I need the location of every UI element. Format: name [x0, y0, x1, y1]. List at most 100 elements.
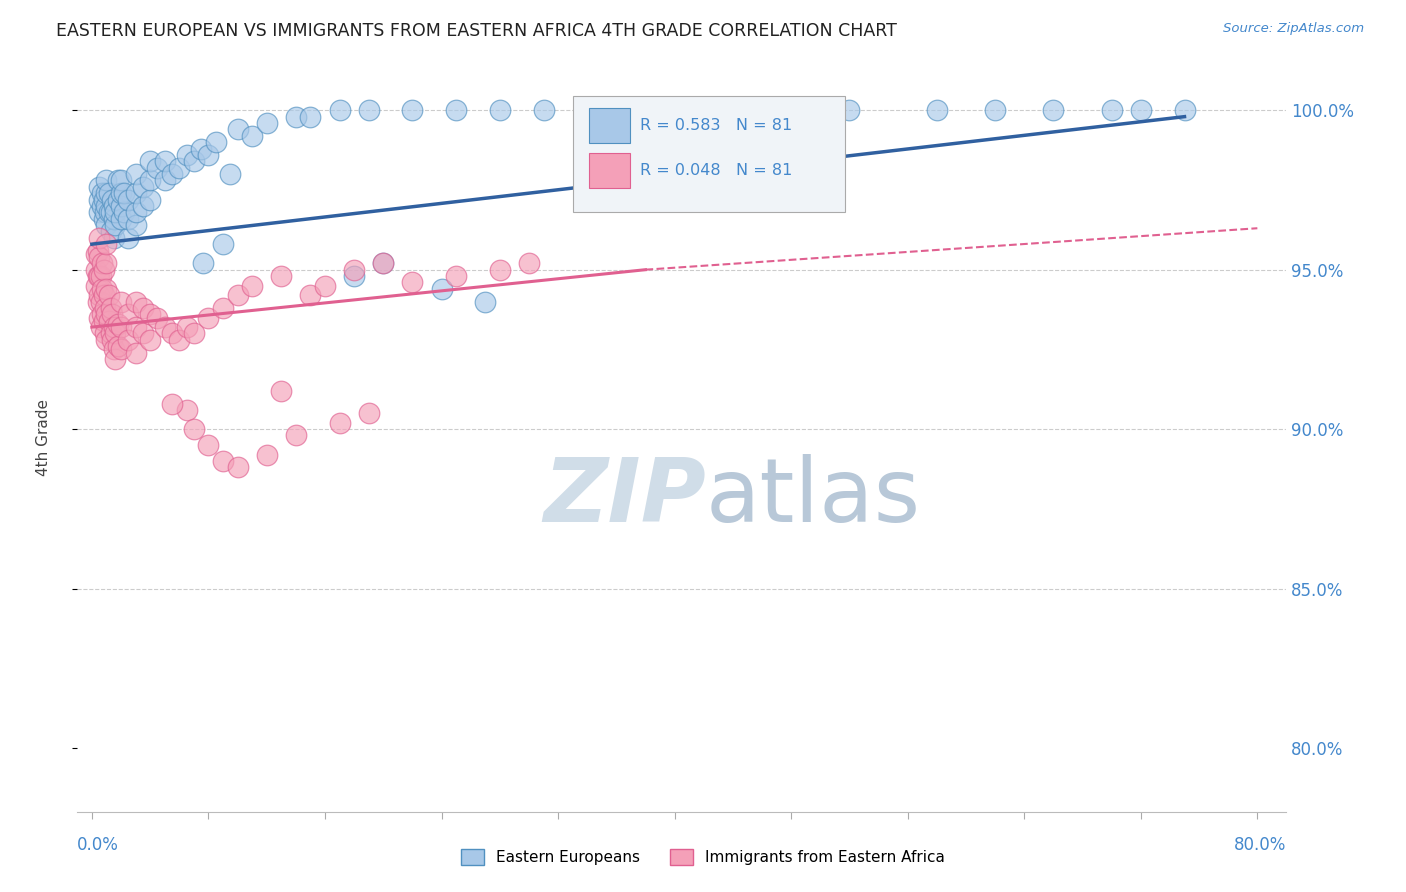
Legend: Eastern Europeans, Immigrants from Eastern Africa: Eastern Europeans, Immigrants from Easte… — [454, 843, 952, 871]
Point — [284, 428, 307, 442]
Point — [96, 173, 118, 187]
Point — [104, 205, 127, 219]
Point — [110, 343, 132, 357]
Point — [160, 396, 183, 410]
Point — [124, 167, 146, 181]
Point — [104, 326, 127, 341]
Point — [139, 173, 162, 187]
Point — [139, 307, 162, 321]
Point — [169, 333, 191, 347]
Point — [89, 250, 111, 264]
Point — [110, 320, 132, 334]
Point — [117, 193, 139, 207]
Point — [401, 103, 423, 118]
Point — [112, 205, 135, 219]
FancyBboxPatch shape — [589, 153, 630, 187]
Text: 0.0%: 0.0% — [77, 836, 120, 854]
Text: EASTERN EUROPEAN VS IMMIGRANTS FROM EASTERN AFRICA 4TH GRADE CORRELATION CHART: EASTERN EUROPEAN VS IMMIGRANTS FROM EAST… — [56, 22, 897, 40]
Point — [1101, 103, 1123, 118]
Point — [204, 135, 226, 149]
Point — [93, 211, 115, 226]
Point — [112, 186, 135, 201]
Point — [401, 276, 423, 290]
Point — [430, 282, 453, 296]
Point — [132, 179, 155, 194]
Point — [693, 103, 716, 118]
Point — [343, 268, 366, 283]
Point — [94, 205, 117, 219]
Point — [89, 268, 111, 283]
Point — [110, 294, 132, 309]
Point — [96, 218, 118, 232]
Point — [91, 256, 114, 270]
Point — [357, 103, 380, 118]
Point — [591, 103, 613, 118]
Point — [153, 320, 176, 334]
Point — [103, 199, 125, 213]
Point — [93, 314, 115, 328]
Point — [270, 268, 292, 283]
Point — [124, 218, 146, 232]
Point — [100, 205, 122, 219]
Point — [89, 179, 111, 194]
Text: R = 0.048   N = 81: R = 0.048 N = 81 — [640, 163, 792, 178]
Point — [84, 246, 107, 260]
Point — [488, 262, 510, 277]
Point — [444, 268, 467, 283]
Text: 80.0%: 80.0% — [1234, 836, 1286, 854]
Point — [89, 205, 111, 219]
Point — [96, 186, 118, 201]
Point — [329, 103, 352, 118]
Point — [101, 193, 124, 207]
Point — [212, 237, 235, 252]
Point — [517, 256, 540, 270]
Point — [153, 154, 176, 169]
Point — [89, 193, 111, 207]
Point — [925, 103, 948, 118]
Point — [176, 403, 198, 417]
FancyBboxPatch shape — [589, 108, 630, 143]
Point — [89, 231, 111, 245]
Point — [153, 173, 176, 187]
Point — [240, 128, 263, 143]
Point — [191, 256, 214, 270]
Point — [212, 301, 235, 315]
Point — [474, 294, 496, 309]
Point — [176, 148, 198, 162]
Text: 4th Grade: 4th Grade — [37, 399, 51, 475]
Point — [110, 211, 132, 226]
Point — [103, 320, 125, 334]
Point — [139, 193, 162, 207]
Point — [87, 294, 110, 309]
Point — [533, 103, 555, 118]
Point — [139, 333, 162, 347]
Point — [96, 307, 118, 321]
Text: ZIP: ZIP — [543, 453, 706, 541]
Point — [373, 256, 395, 270]
Point — [1129, 103, 1152, 118]
Point — [104, 218, 127, 232]
Point — [87, 244, 110, 258]
Point — [256, 448, 278, 462]
Point — [1042, 103, 1064, 118]
Point — [314, 278, 336, 293]
Point — [84, 262, 107, 277]
Point — [197, 310, 219, 325]
Point — [299, 110, 322, 124]
Point — [94, 301, 117, 315]
Point — [103, 231, 125, 245]
Point — [1173, 103, 1195, 118]
Point — [226, 288, 249, 302]
Point — [226, 460, 249, 475]
Point — [284, 110, 307, 124]
Point — [104, 351, 127, 366]
Point — [256, 116, 278, 130]
Point — [212, 454, 235, 468]
Point — [89, 288, 111, 302]
Point — [110, 186, 132, 201]
Point — [93, 193, 115, 207]
Point — [107, 339, 129, 353]
Point — [89, 310, 111, 325]
Point — [183, 422, 205, 436]
Point — [132, 326, 155, 341]
